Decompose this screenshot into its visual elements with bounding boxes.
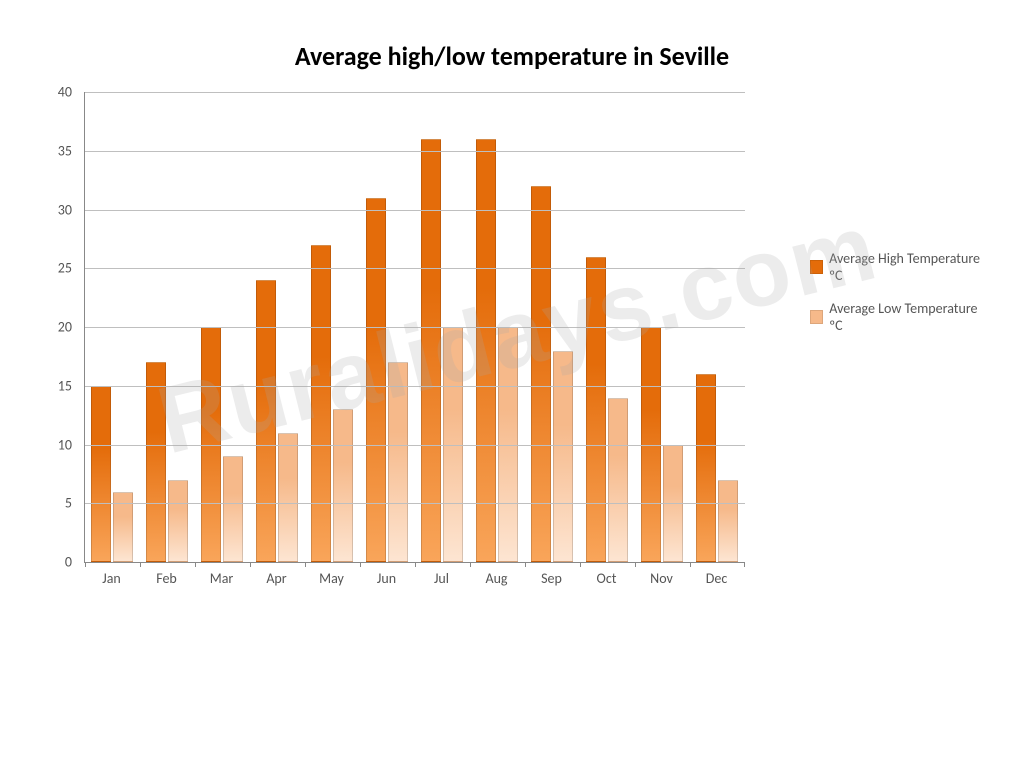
- x-label: Dec: [689, 570, 744, 587]
- plot-area: [84, 92, 745, 563]
- grid-line: [85, 503, 745, 504]
- legend-item-high: Average High Temperature ºC: [810, 250, 984, 284]
- x-tick-mark: [470, 562, 471, 567]
- x-label: Mar: [194, 570, 249, 587]
- y-tick-label: 5: [65, 495, 72, 512]
- grid-line: [85, 327, 745, 328]
- x-label: May: [304, 570, 359, 587]
- x-axis-labels: JanFebMarAprMayJunJulAugSepOctNovDec: [84, 570, 744, 587]
- x-tick-mark: [690, 562, 691, 567]
- bar-low: [553, 351, 574, 563]
- bar-low: [333, 409, 354, 562]
- grid-line: [85, 445, 745, 446]
- x-label: Feb: [139, 570, 194, 587]
- x-label: Aug: [469, 570, 524, 587]
- bar-low: [223, 456, 244, 562]
- bar-high: [146, 362, 167, 562]
- bar-high: [586, 257, 607, 563]
- legend-label-low: Average Low Temperature ºC: [829, 300, 984, 334]
- x-tick-mark: [195, 562, 196, 567]
- bar-low: [278, 433, 299, 562]
- x-tick-mark: [415, 562, 416, 567]
- grid-line: [85, 268, 745, 269]
- legend-swatch-icon: [810, 260, 823, 274]
- bar-low: [388, 362, 409, 562]
- bar-high: [311, 245, 332, 562]
- y-tick-label: 15: [58, 377, 72, 394]
- y-tick-label: 30: [58, 201, 72, 218]
- x-label: Oct: [579, 570, 634, 587]
- grid-line: [85, 151, 745, 152]
- legend-label-high: Average High Temperature ºC: [829, 250, 984, 284]
- bar-high: [91, 386, 112, 562]
- x-tick-mark: [525, 562, 526, 567]
- plot-wrap: 0510152025303540 JanFebMarAprMayJunJulAu…: [40, 92, 760, 652]
- x-tick-mark: [305, 562, 306, 567]
- x-label: Jan: [84, 570, 139, 587]
- legend-swatch-icon: [810, 310, 823, 324]
- x-tick-mark: [744, 562, 745, 567]
- bar-high: [531, 186, 552, 562]
- y-tick-label: 20: [58, 319, 72, 336]
- bar-low: [113, 492, 134, 563]
- bar-low: [168, 480, 189, 562]
- x-tick-mark: [85, 562, 86, 567]
- x-tick-mark: [635, 562, 636, 567]
- y-tick-label: 0: [65, 554, 72, 571]
- legend-item-low: Average Low Temperature ºC: [810, 300, 984, 334]
- chart-title: Average high/low temperature in Seville: [40, 40, 984, 72]
- y-tick-label: 40: [58, 84, 72, 101]
- bar-low: [718, 480, 739, 562]
- bar-high: [476, 139, 497, 562]
- x-label: Sep: [524, 570, 579, 587]
- temperature-chart: Average high/low temperature in Seville …: [40, 40, 984, 720]
- y-tick-label: 35: [58, 142, 72, 159]
- grid-line: [85, 386, 745, 387]
- x-label: Jul: [414, 570, 469, 587]
- x-tick-mark: [360, 562, 361, 567]
- x-tick-mark: [580, 562, 581, 567]
- grid-line: [85, 210, 745, 211]
- y-tick-label: 10: [58, 436, 72, 453]
- chart-body: 0510152025303540 JanFebMarAprMayJunJulAu…: [40, 92, 984, 652]
- bar-high: [366, 198, 387, 562]
- grid-line: [85, 92, 745, 93]
- x-tick-mark: [250, 562, 251, 567]
- x-tick-mark: [140, 562, 141, 567]
- bar-high: [696, 374, 717, 562]
- x-label: Jun: [359, 570, 414, 587]
- bar-high: [256, 280, 277, 562]
- legend: Average High Temperature ºC Average Low …: [810, 250, 984, 350]
- y-tick-label: 25: [58, 260, 72, 277]
- bar-high: [421, 139, 442, 562]
- y-axis: 0510152025303540: [40, 92, 80, 562]
- bar-low: [608, 398, 629, 563]
- x-label: Nov: [634, 570, 689, 587]
- x-label: Apr: [249, 570, 304, 587]
